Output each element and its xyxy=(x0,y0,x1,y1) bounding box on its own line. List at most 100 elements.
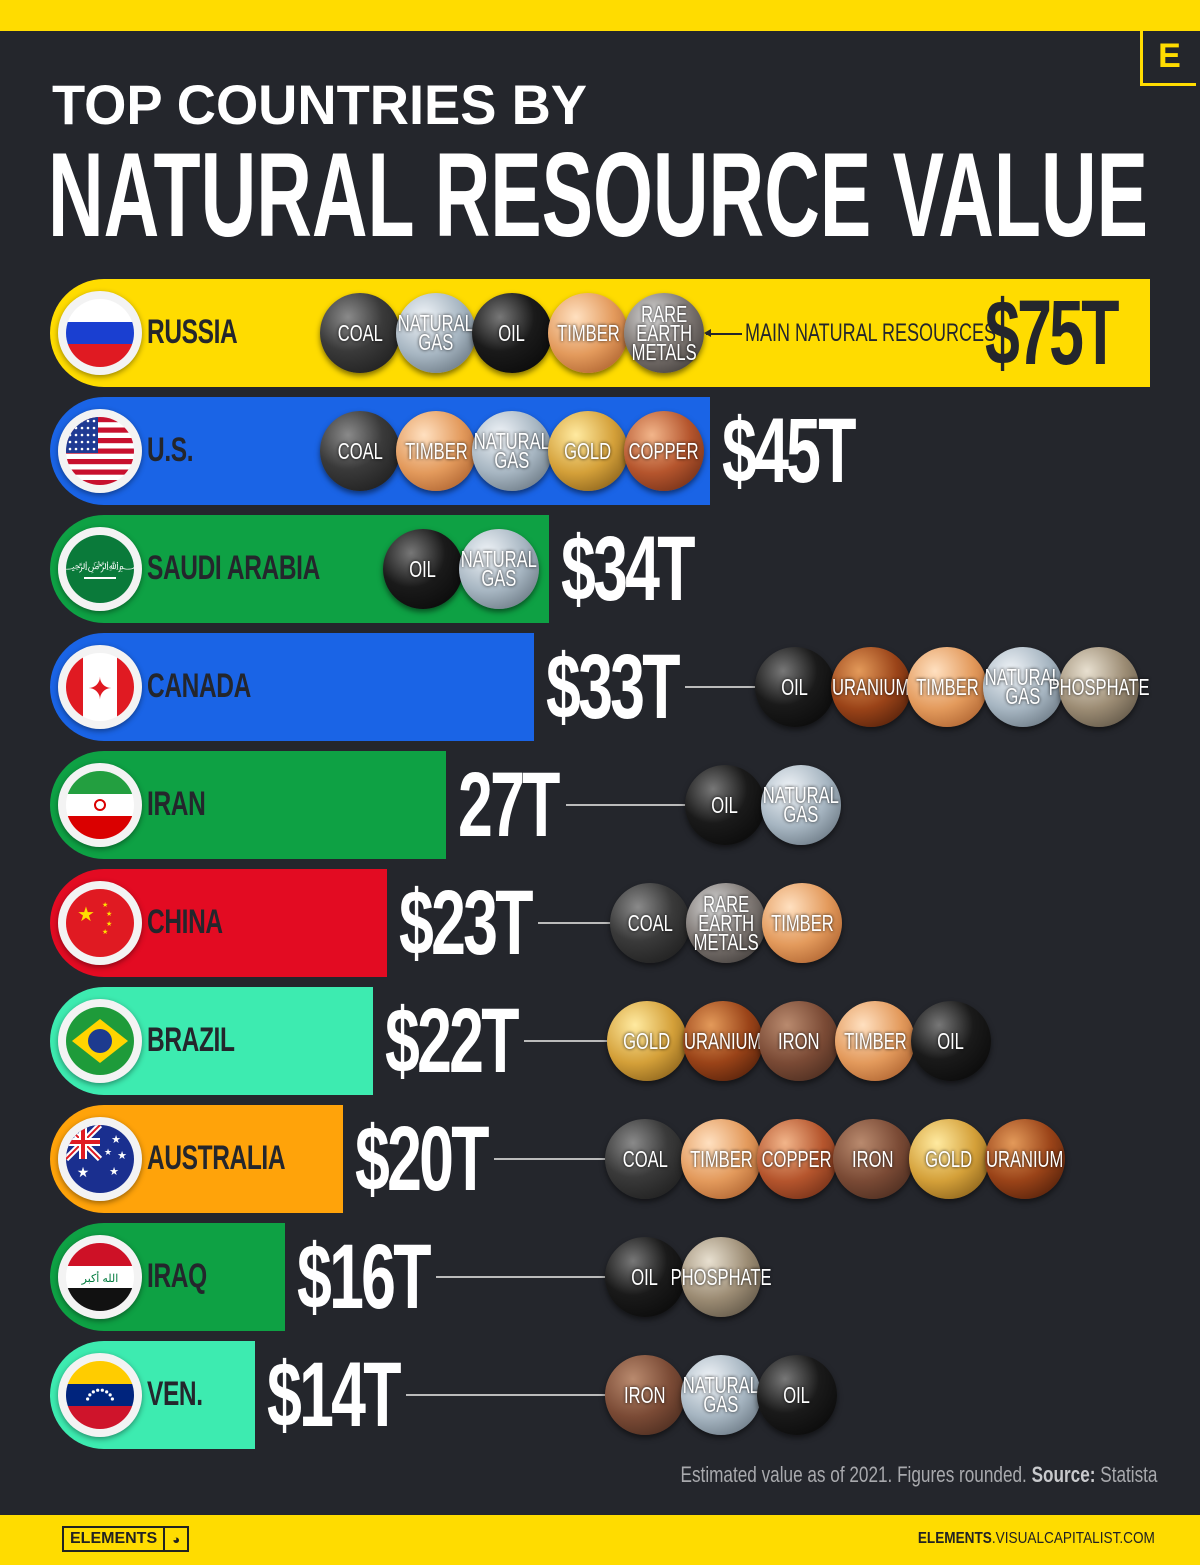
resource-copper-icon: COPPER xyxy=(624,411,704,491)
resource-natural-gas-icon: NATURAL GAS xyxy=(761,765,841,845)
resource-timber-icon: TIMBER xyxy=(396,411,476,491)
svg-text:★: ★ xyxy=(77,1164,90,1180)
svg-text:﷽: ﷽ xyxy=(66,560,134,574)
country-label: CHINA xyxy=(147,903,223,941)
bar-row: BRAZIL $22T GOLD URANIUM IRON TIMBER OIL xyxy=(50,987,1200,1095)
svg-text:★: ★ xyxy=(117,1150,127,1162)
value-label: $20T xyxy=(355,1108,489,1210)
country-label: IRAQ xyxy=(147,1257,207,1295)
svg-text:NATURAL RESOURCE VALUE: NATURAL RESOURCE VALUE xyxy=(48,140,1148,244)
connector-line xyxy=(685,686,765,688)
resource-uranium-icon: URANIUM xyxy=(683,1001,763,1081)
connector-line xyxy=(406,1394,615,1396)
resource-timber-icon: TIMBER xyxy=(907,647,987,727)
value-label: $33T xyxy=(546,636,680,738)
resource-coal-icon: COAL xyxy=(605,1119,685,1199)
svg-text:★: ★ xyxy=(109,1166,119,1178)
country-label: BRAZIL xyxy=(147,1021,235,1059)
svg-text:★: ★ xyxy=(106,910,112,918)
bar-row: ✦ CANADA $33T OIL URANIUM TIMBER NATURAL GAS P… xyxy=(50,633,1200,741)
value-label: $22T xyxy=(384,990,519,1092)
resource-phosphate-icon: PHOSPHATE xyxy=(1049,647,1149,727)
resource-rare-earth-metals-icon: RARE EARTH METALS xyxy=(686,883,766,963)
bar-row: الله أكبر IRAQ $16T OIL PHOSPHATE xyxy=(50,1223,1200,1331)
bar-row: ★ ★ ★ ★ ★ AUSTRALIA $20T COAL TIMBER COPPER IRON G… xyxy=(50,1105,1200,1213)
resource-iron-icon: IRON xyxy=(759,1001,839,1081)
svg-text:★: ★ xyxy=(102,901,108,909)
resource-natural-gas-icon: NATURAL GAS xyxy=(681,1355,761,1435)
country-label: IRAN xyxy=(147,785,206,823)
value-label: $23T xyxy=(399,872,533,974)
footnote: Estimated value as of 2021. Figures roun… xyxy=(680,1462,1157,1487)
svg-text:★: ★ xyxy=(106,920,112,928)
svg-text:✦: ✦ xyxy=(87,673,112,706)
resource-natural-gas-icon: NATURAL GAS xyxy=(472,411,552,491)
flag-iraq-icon: الله أكبر xyxy=(58,1235,142,1319)
website-link[interactable]: ELEMENTS.VISUALCAPITALIST.COM xyxy=(917,1530,1155,1547)
title-line2: NATURAL RESOURCE VALUE xyxy=(48,140,1148,244)
svg-text:★: ★ xyxy=(77,904,95,926)
resource-coal-icon: COAL xyxy=(320,411,400,491)
resource-oil-icon: OIL xyxy=(755,647,835,727)
resource-timber-icon: TIMBER xyxy=(835,1001,915,1081)
resource-oil-icon: OIL xyxy=(757,1355,837,1435)
resource-natural-gas-icon: NATURAL GAS xyxy=(396,293,476,373)
bar-row: VEN. $14T IRON NATURAL GAS OIL xyxy=(50,1341,1200,1449)
resource-phosphate-icon: PHOSPHATE xyxy=(671,1237,771,1317)
annotation-label: MAIN NATURAL RESOURCES xyxy=(745,319,997,347)
flag-saudi-icon: ﷽ xyxy=(58,527,142,611)
value-label: 27T xyxy=(458,754,560,856)
flag-usa-icon xyxy=(58,409,142,493)
resource-oil-icon: OIL xyxy=(605,1237,685,1317)
value-label: $34T xyxy=(560,518,695,620)
resource-oil-icon: OIL xyxy=(472,293,552,373)
resource-coal-icon: COAL xyxy=(610,883,690,963)
resource-iron-icon: IRON xyxy=(833,1119,913,1199)
title-line1: TOP COUNTRIES BY xyxy=(52,73,587,134)
svg-text:★: ★ xyxy=(104,1147,112,1157)
resource-oil-icon: OIL xyxy=(911,1001,991,1081)
top-accent-bar xyxy=(0,0,1200,31)
elements-logo: E xyxy=(1140,30,1196,86)
resource-gold-icon: GOLD xyxy=(909,1119,989,1199)
resource-gold-icon: GOLD xyxy=(548,411,628,491)
country-label: SAUDI ARABIA xyxy=(147,549,320,587)
resource-rare-earth-metals-icon: RARE EARTH METALS xyxy=(624,293,704,373)
resource-timber-icon: TIMBER xyxy=(681,1119,761,1199)
bar-row: ﷽ SAUDI ARABIA $34T OIL NATURAL GAS xyxy=(50,515,1200,623)
brand-icon: ◕ xyxy=(163,1528,187,1550)
connector-line xyxy=(538,922,620,924)
svg-text:★: ★ xyxy=(111,1134,121,1146)
resource-iron-icon: IRON xyxy=(605,1355,685,1435)
connector-line xyxy=(523,1040,617,1042)
value-label: $75T xyxy=(985,282,1119,384)
resource-oil-icon: OIL xyxy=(383,529,463,609)
flag-brazil-icon xyxy=(58,999,142,1083)
country-label: CANADA xyxy=(147,667,251,705)
country-label: AUSTRALIA xyxy=(147,1139,286,1177)
connector-line xyxy=(494,1158,615,1160)
connector-line xyxy=(435,1276,615,1278)
bar-row: ★ ★ ★ ★ ★ CHINA $23T COAL RARE EARTH METALS TIMB… xyxy=(50,869,1200,977)
flag-canada-icon: ✦ xyxy=(58,645,142,729)
bar-row: U.S. $45T COAL TIMBER NATURAL GAS GOLD COPPER xyxy=(50,397,1200,505)
resource-coal-icon: COAL xyxy=(320,293,400,373)
resource-natural-gas-icon: NATURAL GAS xyxy=(459,529,539,609)
country-label: RUSSIA xyxy=(147,313,238,351)
resource-copper-icon: COPPER xyxy=(757,1119,837,1199)
resource-timber-icon: TIMBER xyxy=(548,293,628,373)
bar-row: IRAN 27T OIL NATURAL GAS xyxy=(50,751,1200,859)
flag-australia-icon: ★ ★ ★ ★ ★ xyxy=(58,1117,142,1201)
resource-uranium-icon: URANIUM xyxy=(831,647,911,727)
flag-iran-icon xyxy=(58,763,142,847)
flag-russia-icon xyxy=(58,291,142,375)
connector-line xyxy=(565,804,695,806)
country-label: VEN. xyxy=(147,1375,203,1413)
resource-natural-gas-icon: NATURAL GAS xyxy=(983,647,1063,727)
resource-gold-icon: GOLD xyxy=(607,1001,687,1081)
svg-text:الله أكبر: الله أكبر xyxy=(81,1271,119,1285)
value-label: $16T xyxy=(296,1226,431,1328)
svg-text:★: ★ xyxy=(102,928,108,936)
flag-china-icon: ★ ★ ★ ★ ★ xyxy=(58,881,142,965)
country-label: U.S. xyxy=(147,431,194,469)
